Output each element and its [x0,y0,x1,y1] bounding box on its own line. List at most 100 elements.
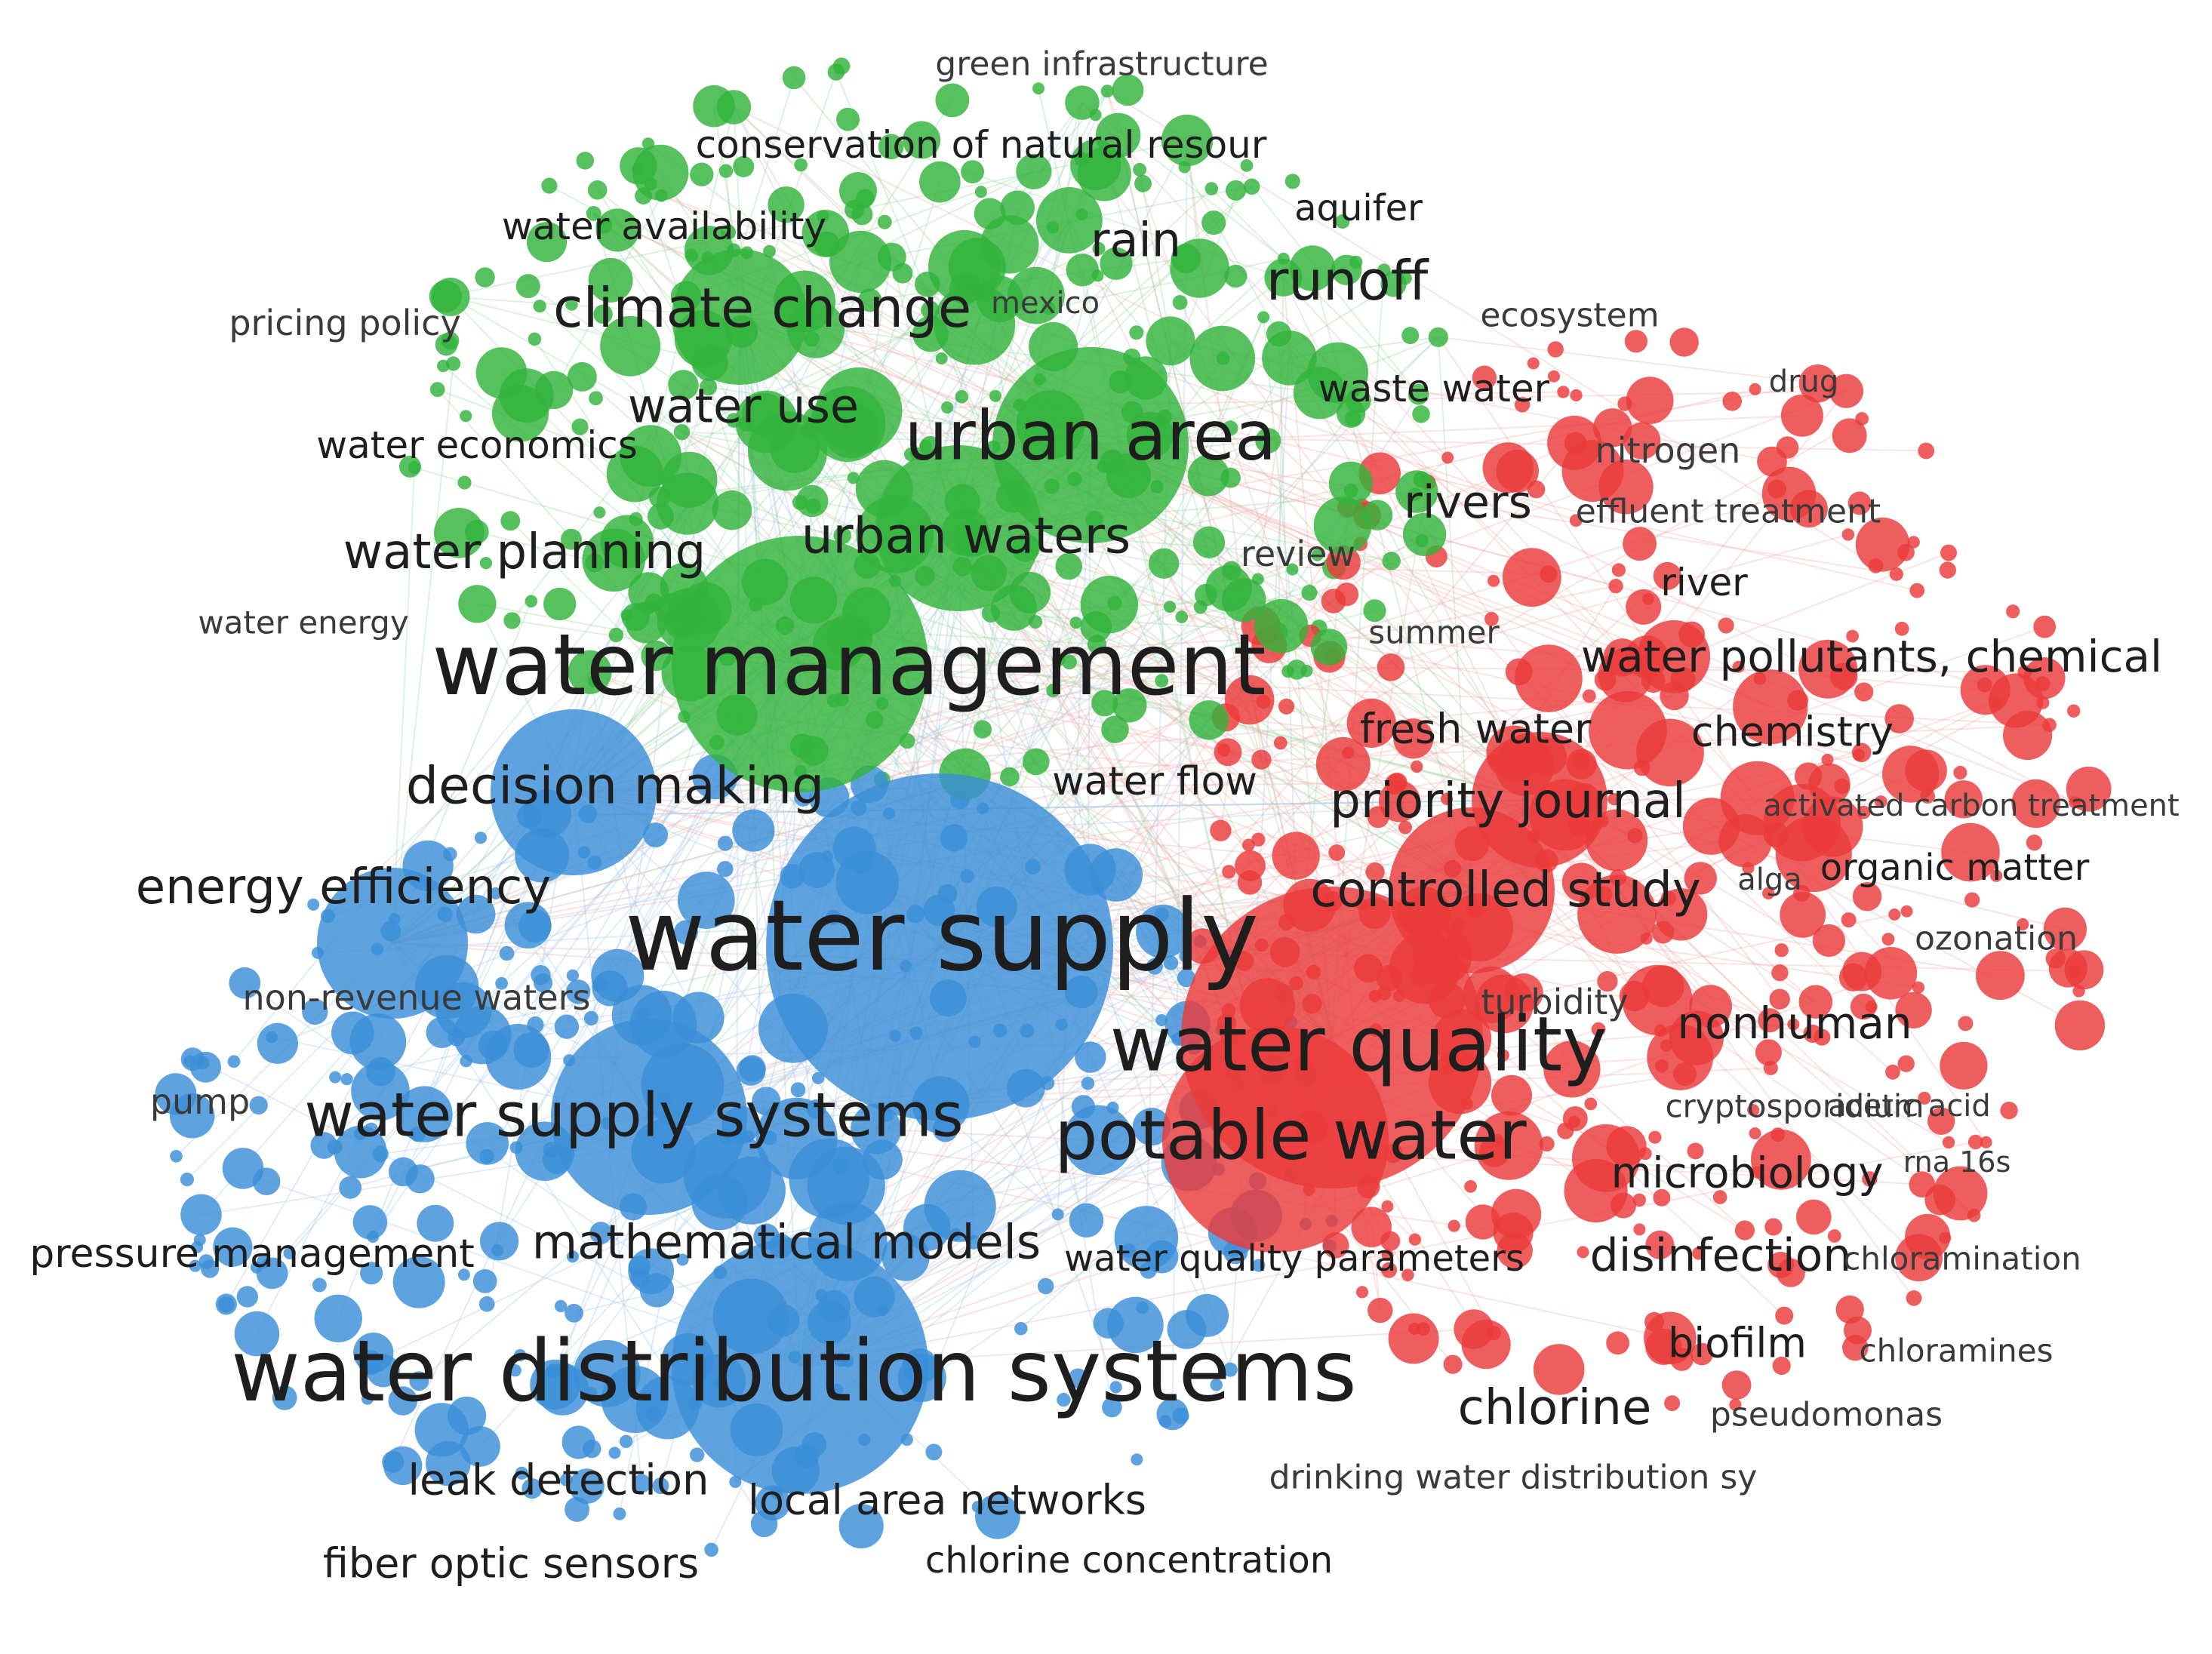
red-keyword-node[interactable] [1346,698,1396,749]
red-keyword-node[interactable] [1381,1262,1398,1278]
red-keyword-node[interactable] [1927,1107,1955,1136]
red-keyword-node[interactable] [1321,589,1346,613]
green-keyword-node[interactable] [567,361,597,392]
red-keyword-node[interactable] [1637,619,1711,693]
keyword-label-rain[interactable]: rain [1091,213,1181,268]
keyword-label-effluent-treatment[interactable]: effluent treatment [1576,493,1881,531]
green-keyword-node[interactable] [1112,74,1144,106]
red-keyword-node[interactable] [1222,865,1236,879]
keyword-label-waste-water[interactable]: waste water [1318,367,1550,410]
blue-keyword-node[interactable] [191,1240,204,1253]
blue-keyword-node[interactable] [234,1311,280,1357]
blue-keyword-node[interactable] [383,1446,423,1486]
red-keyword-node[interactable] [2066,767,2112,812]
keyword-label-chloramines[interactable]: chloramines [1859,1333,2053,1370]
green-keyword-node[interactable] [620,425,681,487]
keyword-label-fiber-optic-sensors[interactable]: fiber optic sensors [323,1540,699,1588]
red-keyword-node[interactable] [1214,738,1242,767]
red-keyword-node[interactable] [1497,1049,1509,1062]
blue-keyword-node[interactable] [1057,1392,1071,1407]
blue-keyword-node[interactable] [736,1056,766,1086]
green-keyword-node[interactable] [1310,629,1348,666]
red-keyword-node[interactable] [2033,615,2057,638]
blue-keyword-node[interactable] [628,1248,675,1294]
red-keyword-node[interactable] [1691,1342,1713,1366]
blue-keyword-node[interactable] [456,894,496,934]
green-keyword-node[interactable] [1402,512,1447,556]
red-keyword-node[interactable] [1895,1234,1943,1282]
blue-keyword-node[interactable] [613,1507,626,1520]
red-keyword-node[interactable] [1918,1091,1931,1105]
keyword-label-leak-detection[interactable]: leak detection [408,1456,709,1505]
keyword-label-runoff[interactable]: runoff [1266,249,1429,312]
blue-keyword-node[interactable] [975,1493,1020,1539]
red-keyword-node[interactable] [1774,943,1789,958]
green-keyword-node[interactable] [1000,767,1020,787]
red-keyword-node[interactable] [1653,561,1681,591]
red-keyword-node[interactable] [1502,548,1561,607]
green-keyword-node[interactable] [1046,684,1060,698]
green-keyword-node[interactable] [458,585,497,623]
keyword-label-water-management[interactable]: water management [432,616,1266,715]
blue-keyword-node[interactable] [1075,1041,1106,1073]
green-keyword-node[interactable] [832,57,851,75]
red-keyword-node[interactable] [1712,1190,1727,1204]
green-keyword-node[interactable] [1224,264,1248,288]
green-keyword-node[interactable] [1301,585,1318,601]
red-keyword-node[interactable] [1388,1313,1439,1364]
blue-keyword-node[interactable] [790,1082,806,1098]
red-keyword-node[interactable] [1958,1016,1974,1031]
red-keyword-node[interactable] [1210,819,1232,841]
red-keyword-node[interactable] [1443,1354,1463,1374]
red-keyword-node[interactable] [1487,574,1500,587]
red-keyword-node[interactable] [1648,1130,1662,1144]
blue-keyword-node[interactable] [509,1364,521,1377]
red-keyword-node[interactable] [1846,629,1860,643]
green-keyword-node[interactable] [628,572,669,613]
green-keyword-node[interactable] [1112,688,1147,723]
green-keyword-node[interactable] [1062,654,1077,670]
red-keyword-node[interactable] [1827,1229,1841,1243]
blue-keyword-node[interactable] [1063,1105,1134,1176]
blue-keyword-node[interactable] [531,965,551,985]
red-keyword-node[interactable] [1251,832,1266,847]
keyword-label-water-quality[interactable]: water quality [1110,1001,1607,1089]
blue-keyword-node[interactable] [256,1257,288,1290]
blue-keyword-node[interactable] [312,1277,327,1293]
red-keyword-node[interactable] [1368,1297,1393,1324]
red-keyword-node[interactable] [1939,561,1956,579]
red-keyword-node[interactable] [1482,442,1534,493]
blue-keyword-node[interactable] [314,1294,362,1343]
green-keyword-node[interactable] [1155,674,1169,688]
red-keyword-node[interactable] [1381,1249,1394,1262]
green-keyword-node[interactable] [904,447,918,462]
blue-keyword-node[interactable] [352,1205,388,1240]
red-keyword-node[interactable] [1571,1124,1640,1192]
green-keyword-node[interactable] [1328,461,1373,506]
keyword-label-non-revenue-waters[interactable]: non-revenue waters [242,977,590,1018]
red-keyword-node[interactable] [1591,1022,1606,1037]
red-keyword-node[interactable] [1990,869,2003,882]
blue-keyword-node[interactable] [307,898,320,911]
blue-keyword-node[interactable] [190,1051,221,1083]
keyword-label-ozonation[interactable]: ozonation [1915,920,2078,958]
blue-keyword-node[interactable] [1252,1259,1266,1272]
blue-keyword-node[interactable] [729,1475,742,1488]
blue-keyword-node[interactable] [812,1071,825,1084]
red-keyword-node[interactable] [1895,991,1932,1029]
green-keyword-node[interactable] [632,144,689,201]
blue-keyword-node[interactable] [1102,1397,1122,1418]
green-keyword-node[interactable] [1204,182,1219,195]
red-keyword-node[interactable] [1749,383,1761,395]
blue-keyword-node[interactable] [838,1503,884,1549]
blue-keyword-node[interactable] [340,1073,353,1086]
green-keyword-node[interactable] [576,152,595,170]
green-keyword-node[interactable] [1069,616,1082,629]
green-keyword-node[interactable] [839,172,877,210]
red-keyword-node[interactable] [1775,1306,1794,1325]
red-keyword-node[interactable] [1224,675,1275,725]
red-keyword-node[interactable] [1855,517,1910,572]
red-keyword-node[interactable] [1894,621,1909,636]
green-keyword-node[interactable] [847,472,860,484]
green-keyword-node[interactable] [877,214,892,229]
